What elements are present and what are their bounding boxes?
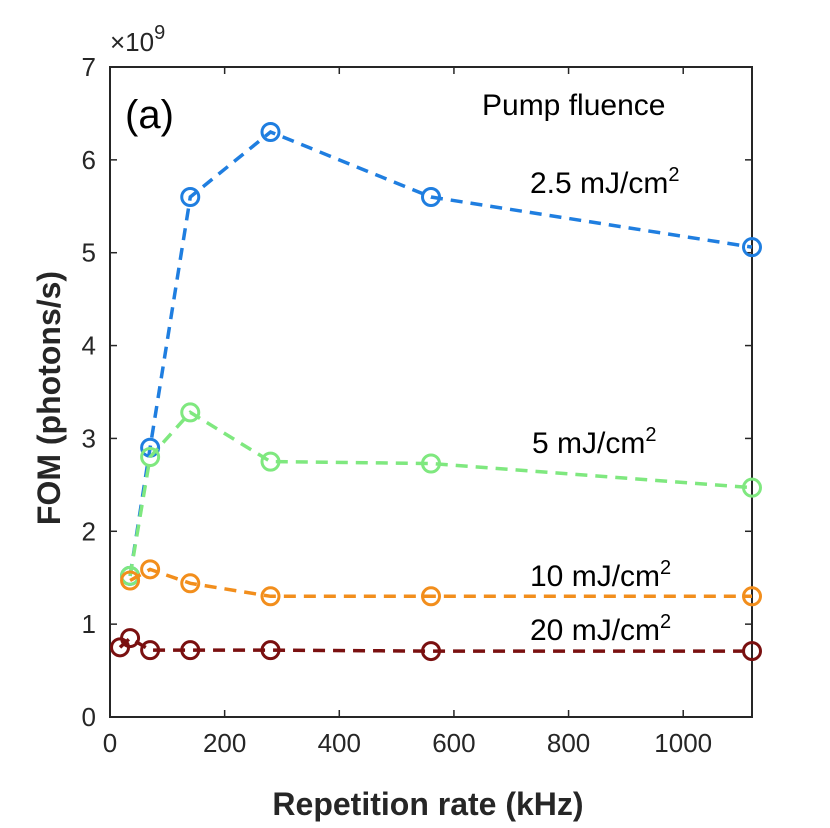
legend-title: Pump fluence <box>482 89 665 122</box>
series-line <box>129 567 752 599</box>
y-tick-label: 7 <box>82 52 96 82</box>
data-point <box>742 237 762 258</box>
y-tick-label: 6 <box>82 145 96 175</box>
data-point <box>180 187 201 207</box>
data-point <box>120 628 141 649</box>
y-axis-title: FOM (photons/s) <box>31 271 67 525</box>
data-point <box>180 640 201 661</box>
data-point <box>421 641 441 662</box>
data-point <box>260 640 281 661</box>
panel-label: (a) <box>125 93 174 137</box>
series-3 <box>110 628 762 662</box>
data-point <box>260 586 281 607</box>
plot-frame <box>109 66 753 718</box>
series <box>110 122 762 662</box>
data-point <box>140 447 161 467</box>
y-tick-label: 4 <box>82 331 96 361</box>
data-point <box>421 586 441 607</box>
ticks: 0 200 400 600 800 1000 0 1 2 3 4 5 6 7 <box>82 52 752 758</box>
data-point <box>180 573 201 594</box>
data-point <box>742 641 762 662</box>
y-tick-label: 1 <box>82 609 96 639</box>
data-point <box>120 570 141 591</box>
data-point <box>742 586 762 607</box>
data-point <box>140 559 161 580</box>
data-point <box>180 402 201 423</box>
series-label-2.5: 2.5 mJ/cm2 <box>530 164 679 200</box>
y-tick-label: 2 <box>82 516 96 546</box>
series-line <box>128 410 753 577</box>
series-label-20: 20 mJ/cm2 <box>530 611 671 647</box>
data-point <box>140 640 161 661</box>
y-tick-label: 3 <box>82 423 96 453</box>
y-tick-label: 5 <box>82 238 96 268</box>
x-tick-label: 400 <box>318 728 361 758</box>
x-tick-label: 1000 <box>654 728 712 758</box>
data-point <box>742 477 762 498</box>
data-point <box>260 122 281 142</box>
data-point <box>421 453 441 474</box>
data-point <box>421 187 441 207</box>
series-2 <box>120 559 762 607</box>
series-1 <box>120 402 762 586</box>
data-point <box>260 451 281 472</box>
y-multiplier: ×109 <box>110 22 165 57</box>
x-tick-label: 600 <box>432 728 475 758</box>
series-label-5: 5 mJ/cm2 <box>532 424 656 460</box>
x-tick-label: 0 <box>103 728 117 758</box>
y-tick-label: 0 <box>82 702 96 732</box>
x-tick-label: 200 <box>203 728 246 758</box>
axes <box>109 66 753 718</box>
x-tick-label: 800 <box>547 728 590 758</box>
series-label-10: 10 mJ/cm2 <box>530 557 671 593</box>
x-axis-title: Repetition rate (kHz) <box>272 786 583 822</box>
